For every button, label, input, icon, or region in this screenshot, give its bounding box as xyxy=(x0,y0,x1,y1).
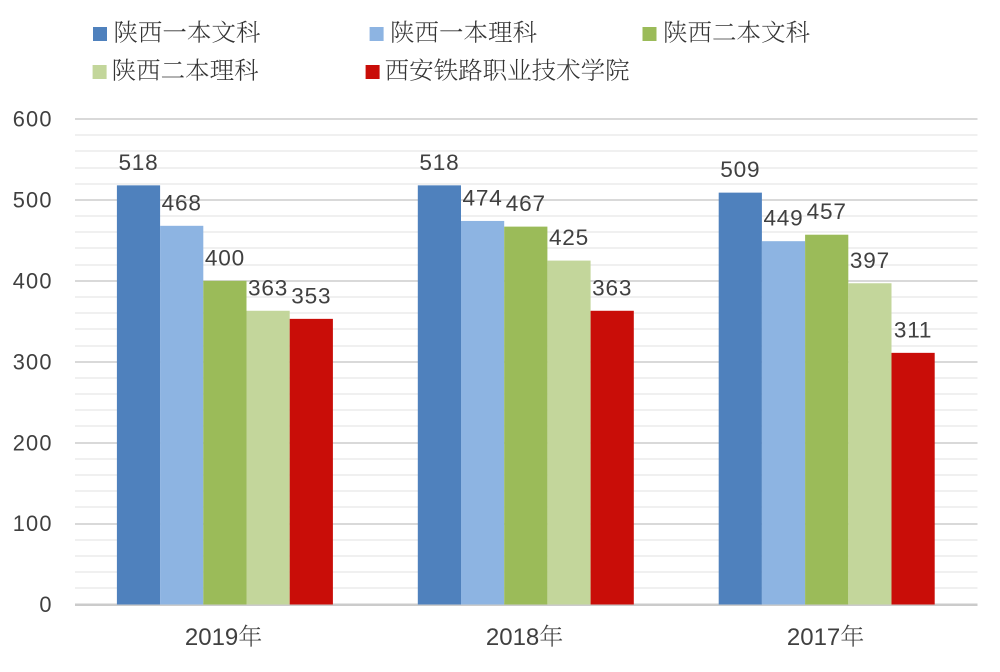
svg-text:300: 300 xyxy=(13,349,53,374)
svg-text:518: 518 xyxy=(118,150,158,175)
svg-text:2018: 2018 xyxy=(486,624,539,651)
svg-text:353: 353 xyxy=(291,283,331,308)
svg-text:467: 467 xyxy=(506,191,546,216)
svg-text:2019: 2019 xyxy=(185,624,238,651)
svg-text:600: 600 xyxy=(13,107,53,132)
svg-text:397: 397 xyxy=(850,248,890,273)
svg-text:100: 100 xyxy=(13,511,53,536)
svg-text:363: 363 xyxy=(592,275,632,300)
svg-text:311: 311 xyxy=(894,317,932,342)
svg-text:518: 518 xyxy=(419,150,459,175)
svg-text:509: 509 xyxy=(720,157,760,182)
svg-text:0: 0 xyxy=(39,592,52,617)
svg-text:474: 474 xyxy=(463,185,503,210)
svg-text:457: 457 xyxy=(807,199,847,224)
svg-text:468: 468 xyxy=(162,190,202,215)
svg-text:200: 200 xyxy=(13,430,53,455)
svg-text:400: 400 xyxy=(13,268,53,293)
svg-text:500: 500 xyxy=(13,188,53,213)
svg-text:363: 363 xyxy=(248,275,288,300)
svg-text:2017: 2017 xyxy=(787,624,840,651)
svg-text:425: 425 xyxy=(549,225,589,250)
svg-text:400: 400 xyxy=(205,245,245,270)
svg-text:449: 449 xyxy=(763,206,803,231)
